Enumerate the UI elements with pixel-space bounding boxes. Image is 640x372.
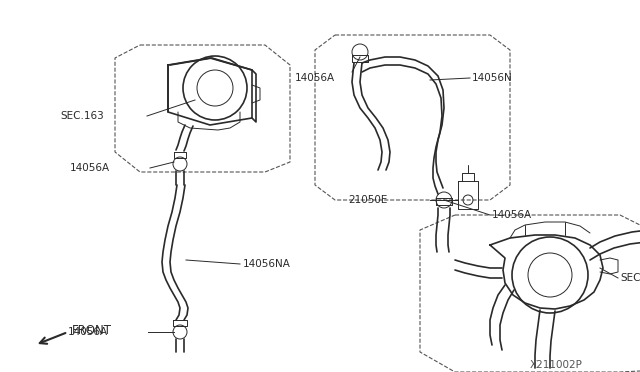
Text: 14056A: 14056A bbox=[295, 73, 335, 83]
Text: 14056A: 14056A bbox=[68, 327, 108, 337]
Text: 14056N: 14056N bbox=[472, 73, 513, 83]
Text: 14056NA: 14056NA bbox=[243, 259, 291, 269]
Text: SEC.210: SEC.210 bbox=[620, 273, 640, 283]
Text: 14056A: 14056A bbox=[492, 210, 532, 220]
Text: X211002P: X211002P bbox=[530, 360, 583, 370]
Text: SEC.163: SEC.163 bbox=[60, 111, 104, 121]
Text: 21050E: 21050E bbox=[348, 195, 387, 205]
Text: FRONT: FRONT bbox=[72, 324, 112, 337]
Text: 14056A: 14056A bbox=[70, 163, 110, 173]
